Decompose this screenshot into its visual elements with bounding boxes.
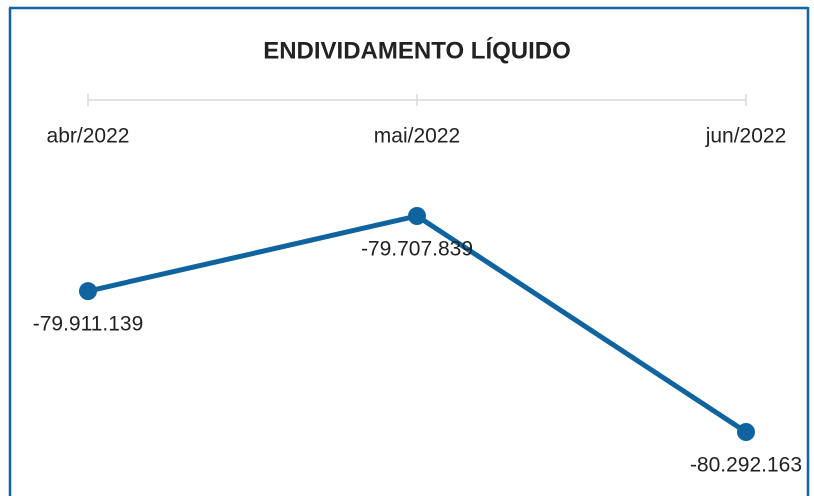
x-tick-label: jun/2022	[705, 125, 787, 148]
data-label: -79.911.139	[33, 313, 144, 336]
point	[737, 423, 755, 441]
chart-title: ENDIVIDAMENTO LÍQUIDO	[263, 36, 571, 64]
x-tick-label: mai/2022	[374, 125, 460, 148]
data-label: -79.707.839	[361, 238, 473, 261]
point	[79, 282, 97, 301]
point	[408, 207, 426, 225]
data-label: -80.292.163	[690, 454, 802, 477]
x-tick-label: abr/2022	[47, 125, 130, 148]
